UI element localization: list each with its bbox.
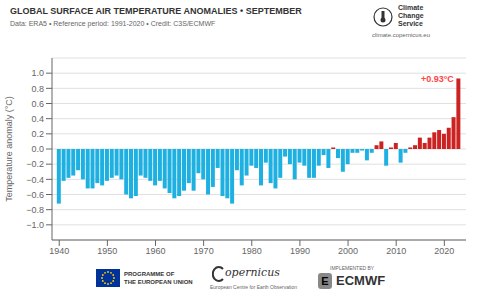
svg-text:−1.0: −1.0 bbox=[26, 220, 44, 230]
html-text:GLOBAL SURFACE AIR TEMPERATURE: GLOBAL SURFACE AIR TEMPERATURE ANOMALIES… bbox=[10, 6, 302, 16]
svg-text:2020: 2020 bbox=[434, 246, 454, 256]
svg-text:1960: 1960 bbox=[145, 246, 165, 256]
html-text:E: E bbox=[321, 275, 329, 287]
svg-text:+0.93°C: +0.93°C bbox=[421, 74, 454, 84]
svg-text:1.0: 1.0 bbox=[31, 68, 44, 78]
svg-text:1940: 1940 bbox=[49, 246, 69, 256]
svg-text:−0.8: −0.8 bbox=[26, 205, 44, 215]
html-text:THE EUROPEAN UNION: THE EUROPEAN UNION bbox=[124, 279, 193, 285]
svg-text:1980: 1980 bbox=[242, 246, 262, 256]
html-text:PROGRAMME OF: PROGRAMME OF bbox=[124, 271, 175, 277]
html-text:Climate: Climate bbox=[398, 4, 424, 11]
svg-text:1970: 1970 bbox=[194, 246, 214, 256]
svg-text:0.8: 0.8 bbox=[31, 84, 44, 94]
svg-text:1990: 1990 bbox=[290, 246, 310, 256]
html-text:Change: Change bbox=[398, 12, 424, 19]
svg-text:0.4: 0.4 bbox=[31, 114, 44, 124]
svg-text:0.2: 0.2 bbox=[31, 129, 44, 139]
svg-text:−0.4: −0.4 bbox=[26, 175, 44, 185]
html-text:Service: Service bbox=[398, 20, 423, 27]
html-text:climate.copernicus.eu: climate.copernicus.eu bbox=[372, 32, 430, 38]
svg-text:−0.2: −0.2 bbox=[26, 159, 44, 169]
html-text:European Centre for Earth Obse: European Centre for Earth Observation bbox=[210, 284, 297, 290]
svg-text:0.6: 0.6 bbox=[31, 99, 44, 109]
html-text:ECMWF: ECMWF bbox=[336, 273, 386, 288]
svg-text:−0.6: −0.6 bbox=[26, 190, 44, 200]
svg-text:0.0: 0.0 bbox=[31, 144, 44, 154]
html-text:opernicus: opernicus bbox=[225, 266, 280, 279]
svg-text:1950: 1950 bbox=[97, 246, 117, 256]
svg-text:Temperature anomaly (°C): Temperature anomaly (°C) bbox=[8, 96, 14, 202]
html-text:IMPLEMENTED BY: IMPLEMENTED BY bbox=[330, 265, 375, 271]
svg-text:2000: 2000 bbox=[338, 246, 358, 256]
svg-text:2010: 2010 bbox=[386, 246, 406, 256]
html-text:Data: ERA5 • Reference period:: Data: ERA5 • Reference period: 1991-2020… bbox=[10, 20, 216, 27]
